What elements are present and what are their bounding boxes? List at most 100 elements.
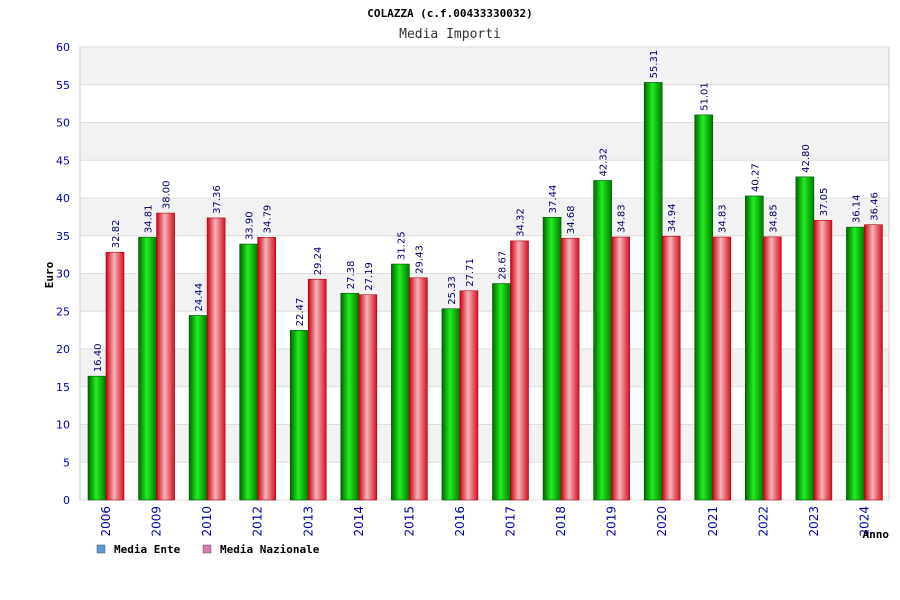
legend-entry: Media Nazionale <box>220 543 320 556</box>
bar-media-ente <box>188 315 208 501</box>
x-tick-label: 2019 <box>605 506 619 537</box>
x-axis-ticks: 2006 2009 2010 2012 2013 2014 2015 2016 2017 2018… <box>99 506 871 537</box>
bar-media-nazionale <box>712 236 732 501</box>
bar-media-ente <box>87 375 107 501</box>
data-label: 22.47 <box>295 298 306 327</box>
legend-entry: Media Ente <box>114 543 181 556</box>
data-label: 27.71 <box>465 258 476 287</box>
y-tick-label: 5 <box>63 456 70 469</box>
x-tick-label: 2015 <box>402 506 416 537</box>
x-tick-label: 2017 <box>504 506 518 537</box>
x-tick-label: 2023 <box>807 506 821 537</box>
chart-title: COLAZZA (c.f.00433330032) <box>367 7 533 20</box>
y-tick-label: 10 <box>56 419 70 432</box>
legend: Media Ente Media Nazionale <box>96 543 320 556</box>
x-tick-label: 2010 <box>200 506 214 537</box>
data-label: 36.14 <box>851 195 862 224</box>
bar-media-nazionale <box>763 236 782 501</box>
plot-band <box>80 84 889 123</box>
y-tick-label: 30 <box>56 268 70 281</box>
y-axis-ticks: 0 5 10 15 20 25 30 35 40 45 50 55 60 <box>56 41 70 507</box>
bar-media-ente <box>795 176 815 501</box>
data-label: 16.40 <box>93 344 104 373</box>
bar-media-nazionale <box>307 278 327 501</box>
y-tick-label: 15 <box>56 381 70 394</box>
chart-subtitle: Media Importi <box>399 27 501 42</box>
data-label: 34.94 <box>667 204 678 233</box>
data-label: 32.82 <box>111 220 122 249</box>
data-label: 42.32 <box>599 148 610 177</box>
x-axis-label: Anno <box>863 528 890 541</box>
y-tick-label: 0 <box>63 494 70 507</box>
y-tick-label: 50 <box>56 117 70 130</box>
data-label: 24.44 <box>194 283 205 312</box>
value-labels: 16.40 32.82 34.81 38.00 24.44 37.36 33.90 34.79… <box>93 50 880 372</box>
bar-media-ente <box>694 114 714 501</box>
data-label: 29.43 <box>414 245 425 274</box>
bars <box>87 82 883 501</box>
bar-media-nazionale <box>864 224 883 501</box>
x-tick-label: 2012 <box>251 506 265 537</box>
bar-media-nazionale <box>813 219 833 501</box>
legend-swatch <box>96 544 106 554</box>
bar-media-ente <box>239 243 258 501</box>
data-label: 34.83 <box>617 204 628 233</box>
data-label: 29.24 <box>313 247 324 276</box>
bar-media-ente <box>745 195 764 501</box>
data-label: 25.33 <box>447 276 458 305</box>
bar-media-ente <box>289 330 309 501</box>
bar-media-nazionale <box>661 235 681 501</box>
y-tick-label: 35 <box>56 230 70 243</box>
bar-media-nazionale <box>459 290 479 501</box>
data-label: 37.36 <box>212 185 223 214</box>
y-tick-label: 25 <box>56 305 70 318</box>
plot-band <box>80 122 889 161</box>
x-tick-label: 2020 <box>655 506 669 537</box>
x-tick-label: 2016 <box>453 506 467 537</box>
y-tick-label: 40 <box>56 192 70 205</box>
data-label: 34.32 <box>516 208 527 237</box>
x-tick-label: 2018 <box>554 506 568 537</box>
x-tick-label: 2014 <box>352 506 366 537</box>
data-label: 33.90 <box>245 211 256 240</box>
data-label: 37.44 <box>548 185 559 214</box>
bar-media-ente <box>593 180 612 501</box>
data-label: 38.00 <box>162 180 173 209</box>
bar-media-nazionale <box>156 212 175 501</box>
bar-media-nazionale <box>257 237 276 501</box>
x-tick-label: 2021 <box>706 506 720 537</box>
bar-media-ente <box>391 263 410 501</box>
y-tick-label: 55 <box>56 79 70 92</box>
data-label: 42.80 <box>801 144 812 173</box>
data-label: 51.01 <box>700 82 711 111</box>
x-tick-label: 2006 <box>99 506 113 537</box>
data-label: 31.25 <box>396 231 407 260</box>
data-label: 34.83 <box>718 204 729 233</box>
bar-media-nazionale <box>206 217 226 501</box>
bar-media-ente <box>441 308 461 501</box>
bar-media-nazionale <box>358 294 378 501</box>
bar-media-ente <box>643 82 663 501</box>
y-tick-label: 45 <box>56 154 70 167</box>
bar-media-ente <box>542 217 562 501</box>
y-axis-label: Euro <box>43 261 56 288</box>
data-label: 34.85 <box>768 204 779 233</box>
data-label: 36.46 <box>869 192 880 221</box>
plot-band <box>80 47 889 85</box>
x-tick-label: 2013 <box>301 506 315 537</box>
y-tick-label: 60 <box>56 41 70 54</box>
x-tick-label: 2022 <box>756 506 770 537</box>
data-label: 28.67 <box>498 251 509 280</box>
bar-media-nazionale <box>409 277 428 501</box>
data-label: 27.38 <box>346 261 357 290</box>
bar-media-ente <box>846 226 865 501</box>
bar-media-ente <box>340 292 360 501</box>
data-label: 34.79 <box>263 205 274 234</box>
bar-media-nazionale <box>105 251 125 501</box>
x-tick-label: 2009 <box>150 506 164 537</box>
bar-media-nazionale <box>611 236 630 501</box>
data-label: 34.68 <box>566 206 577 235</box>
y-tick-label: 20 <box>56 343 70 356</box>
bar-media-nazionale <box>510 240 529 501</box>
